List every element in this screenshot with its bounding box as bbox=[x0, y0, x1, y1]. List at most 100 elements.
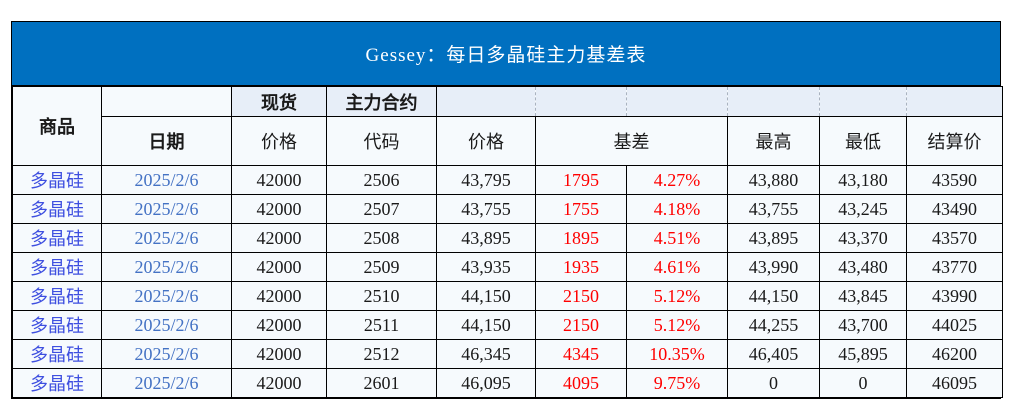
header-ghost-cell bbox=[626, 86, 728, 117]
cell-basis: 1795 bbox=[535, 165, 627, 195]
cell-basis: 2150 bbox=[535, 310, 627, 340]
cell-contract-price: 44,150 bbox=[436, 310, 536, 340]
cell-high: 44,150 bbox=[727, 281, 820, 311]
table-row: 多晶硅 2025/2/6 42000 2509 43,935 1935 4.61… bbox=[12, 252, 1003, 282]
cell-date: 2025/2/6 bbox=[101, 339, 232, 369]
table-row: 多晶硅 2025/2/6 42000 2601 46,095 4095 9.75… bbox=[12, 368, 1003, 398]
cell-settlement: 46200 bbox=[906, 339, 1003, 369]
cell-spot-price: 42000 bbox=[231, 339, 327, 369]
table-row: 多晶硅 2025/2/6 42000 2506 43,795 1795 4.27… bbox=[12, 165, 1003, 195]
cell-date: 2025/2/6 bbox=[101, 165, 232, 195]
cell-basis: 4345 bbox=[535, 339, 627, 369]
cell-spot-price: 42000 bbox=[231, 310, 327, 340]
cell-settlement: 46095 bbox=[906, 368, 1003, 398]
cell-contract-price: 43,895 bbox=[436, 223, 536, 253]
cell-contract-price: 44,150 bbox=[436, 281, 536, 311]
cell-basis: 2150 bbox=[535, 281, 627, 311]
cell-basis: 1895 bbox=[535, 223, 627, 253]
basis-table-container: Gessey：每日多晶硅主力基差表 商品 现货 主力合约 日期 bbox=[11, 21, 1003, 399]
cell-spot-price: 42000 bbox=[231, 252, 327, 282]
cell-spot-price: 42000 bbox=[231, 223, 327, 253]
table-row: 多晶硅 2025/2/6 42000 2512 46,345 4345 10.3… bbox=[12, 339, 1003, 369]
cell-settlement: 43990 bbox=[906, 281, 1003, 311]
cell-basis-pct: 10.35% bbox=[626, 339, 728, 369]
table-title: Gessey：每日多晶硅主力基差表 bbox=[365, 45, 647, 66]
header-date: 日期 bbox=[101, 116, 232, 166]
cell-contract-price: 43,935 bbox=[436, 252, 536, 282]
cell-contract-price: 43,795 bbox=[436, 165, 536, 195]
cell-date: 2025/2/6 bbox=[101, 310, 232, 340]
cell-low: 45,895 bbox=[819, 339, 907, 369]
cell-low: 43,480 bbox=[819, 252, 907, 282]
cell-low: 43,700 bbox=[819, 310, 907, 340]
header-row-columns: 日期 价格 代码 价格 基差 最高 最低 结算价 bbox=[13, 116, 1003, 166]
cell-spot-price: 42000 bbox=[231, 194, 327, 224]
cell-basis-pct: 4.51% bbox=[626, 223, 728, 253]
header-spacer bbox=[101, 86, 232, 117]
table-title-bar: Gessey：每日多晶硅主力基差表 bbox=[12, 22, 1000, 86]
cell-contract-code: 2510 bbox=[326, 281, 437, 311]
cell-commodity: 多晶硅 bbox=[12, 368, 102, 398]
header-ghost-cell bbox=[535, 86, 627, 117]
cell-high: 43,755 bbox=[727, 194, 820, 224]
cell-settlement: 43590 bbox=[906, 165, 1003, 195]
header-ghost-cell bbox=[819, 86, 907, 117]
table-row: 多晶硅 2025/2/6 42000 2508 43,895 1895 4.51… bbox=[12, 223, 1003, 253]
header-contract-code: 代码 bbox=[326, 116, 437, 166]
cell-date: 2025/2/6 bbox=[101, 194, 232, 224]
cell-low: 43,370 bbox=[819, 223, 907, 253]
cell-contract-price: 43,755 bbox=[436, 194, 536, 224]
cell-commodity: 多晶硅 bbox=[12, 339, 102, 369]
table-row: 多晶硅 2025/2/6 42000 2507 43,755 1755 4.18… bbox=[12, 194, 1003, 224]
cell-basis: 1935 bbox=[535, 252, 627, 282]
header-ghost-cell bbox=[727, 86, 820, 117]
header-settlement: 结算价 bbox=[906, 116, 1003, 166]
header-row-groups: 商品 现货 主力合约 bbox=[12, 86, 1003, 166]
cell-basis: 4095 bbox=[535, 368, 627, 398]
cell-high: 43,990 bbox=[727, 252, 820, 282]
table-body: 商品 现货 主力合约 日期 价格 代码 价格 基差 最高 最低 结算价 bbox=[12, 86, 1003, 398]
cell-basis-pct: 4.61% bbox=[626, 252, 728, 282]
cell-date: 2025/2/6 bbox=[101, 252, 232, 282]
cell-settlement: 43490 bbox=[906, 194, 1003, 224]
header-ghost-cell bbox=[906, 86, 1003, 117]
cell-basis-pct: 5.12% bbox=[626, 281, 728, 311]
cell-contract-price: 46,345 bbox=[436, 339, 536, 369]
cell-contract-price: 46,095 bbox=[436, 368, 536, 398]
cell-settlement: 43570 bbox=[906, 223, 1003, 253]
cell-commodity: 多晶硅 bbox=[12, 165, 102, 195]
cell-date: 2025/2/6 bbox=[101, 223, 232, 253]
cell-basis-pct: 9.75% bbox=[626, 368, 728, 398]
cell-contract-code: 2512 bbox=[326, 339, 437, 369]
header-low: 最低 bbox=[819, 116, 907, 166]
cell-settlement: 44025 bbox=[906, 310, 1003, 340]
header-commodity: 商品 bbox=[12, 86, 102, 166]
cell-high: 43,880 bbox=[727, 165, 820, 195]
cell-commodity: 多晶硅 bbox=[12, 194, 102, 224]
cell-commodity: 多晶硅 bbox=[12, 223, 102, 253]
cell-basis: 1755 bbox=[535, 194, 627, 224]
cell-basis-pct: 5.12% bbox=[626, 310, 728, 340]
cell-high: 43,895 bbox=[727, 223, 820, 253]
cell-spot-price: 42000 bbox=[231, 281, 327, 311]
header-spot-price: 价格 bbox=[231, 116, 327, 166]
table-row: 多晶硅 2025/2/6 42000 2511 44,150 2150 5.12… bbox=[12, 310, 1003, 340]
cell-basis-pct: 4.18% bbox=[626, 194, 728, 224]
cell-high: 46,405 bbox=[727, 339, 820, 369]
cell-contract-code: 2509 bbox=[326, 252, 437, 282]
cell-low: 0 bbox=[819, 368, 907, 398]
cell-date: 2025/2/6 bbox=[101, 368, 232, 398]
basis-table: 商品 现货 主力合约 日期 价格 代码 价格 基差 最高 最低 结算价 bbox=[12, 86, 1003, 398]
cell-low: 43,845 bbox=[819, 281, 907, 311]
cell-contract-code: 2508 bbox=[326, 223, 437, 253]
table-row: 多晶硅 2025/2/6 42000 2510 44,150 2150 5.12… bbox=[12, 281, 1003, 311]
cell-high: 0 bbox=[727, 368, 820, 398]
cell-low: 43,180 bbox=[819, 165, 907, 195]
cell-contract-code: 2506 bbox=[326, 165, 437, 195]
cell-high: 44,255 bbox=[727, 310, 820, 340]
cell-contract-code: 2507 bbox=[326, 194, 437, 224]
cell-contract-code: 2511 bbox=[326, 310, 437, 340]
cell-basis-pct: 4.27% bbox=[626, 165, 728, 195]
header-spot-group: 现货 bbox=[231, 86, 327, 117]
header-ghost-cell bbox=[436, 86, 536, 117]
